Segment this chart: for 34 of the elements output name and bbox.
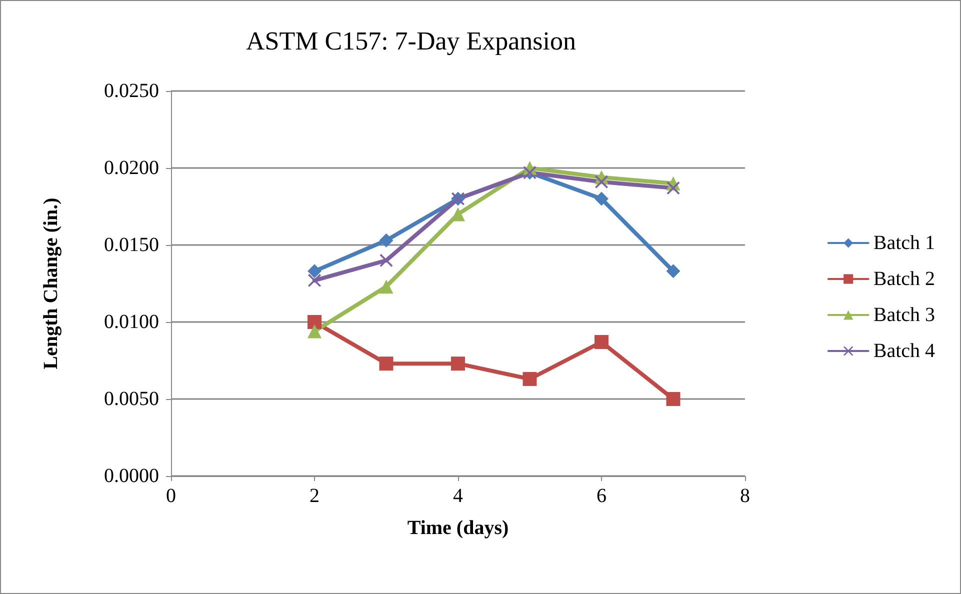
- point: [308, 274, 321, 287]
- point: [308, 315, 322, 329]
- y-tick-label: 0.0100: [104, 311, 159, 333]
- y-tick-label: 0.0000: [104, 465, 159, 487]
- chart-title: ASTM C157: 7-Day Expansion: [246, 26, 576, 56]
- y-axis-title: Length Change (in.): [40, 198, 62, 370]
- legend-label: Batch 2: [873, 268, 936, 290]
- legend-label: Batch 1: [873, 232, 936, 254]
- point: [666, 264, 680, 278]
- y-tick-label: 0.0250: [104, 80, 159, 102]
- point: [379, 233, 394, 248]
- legend-label: Batch 4: [873, 340, 936, 362]
- point: [308, 324, 322, 338]
- point: [379, 280, 394, 294]
- point: [666, 182, 680, 195]
- point: [522, 372, 537, 386]
- x-tick-label: 8: [740, 485, 750, 507]
- point: [594, 335, 608, 350]
- x-tick-label: 0: [166, 485, 176, 507]
- x-tick-label: 4: [453, 485, 463, 507]
- point: [308, 264, 322, 278]
- point: [451, 356, 465, 371]
- y-tick-label: 0.0050: [104, 388, 159, 410]
- point: [379, 356, 394, 371]
- point: [595, 175, 608, 188]
- x-tick-label: 6: [596, 485, 606, 507]
- point: [380, 254, 393, 267]
- legend-label: Batch 3: [873, 304, 936, 326]
- x-tick-label: 2: [310, 485, 320, 507]
- point: [666, 392, 680, 406]
- y-tick-label: 0.0150: [104, 234, 159, 256]
- x-axis-title: Time (days): [407, 517, 509, 539]
- y-tick-label: 0.0200: [104, 157, 159, 179]
- point: [594, 192, 608, 206]
